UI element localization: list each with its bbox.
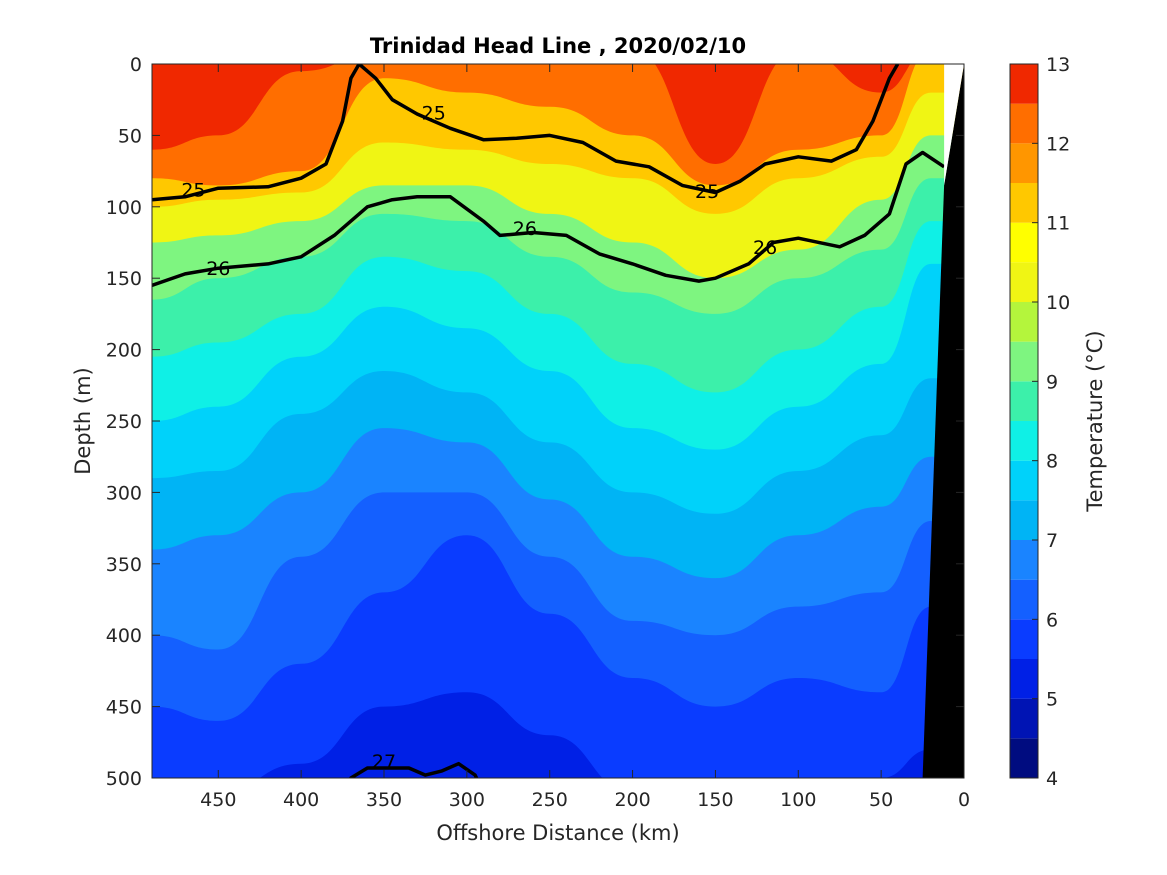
y-tick-label: 500 [106, 768, 142, 790]
contour-label-25: 25 [181, 180, 205, 202]
colorbar-swatch [1010, 659, 1038, 699]
land-mask-layer [922, 64, 964, 778]
land-mask [922, 64, 964, 778]
colorbar-swatch [1010, 500, 1038, 540]
colorbar-swatch [1010, 421, 1038, 461]
y-tick-label: 400 [106, 625, 142, 647]
y-tick-label: 300 [106, 482, 142, 504]
colorbar-tick-label: 5 [1046, 689, 1058, 711]
contour-label-26: 26 [753, 237, 777, 259]
colorbar-swatch [1010, 540, 1038, 580]
y-axis: 0 50 100 150 200 250 300 350 400 450 500 [106, 54, 964, 790]
contour-label-25: 25 [422, 103, 446, 125]
colorbar-swatch [1010, 64, 1038, 104]
colorbar-tick-label: 4 [1046, 768, 1058, 790]
plot-area: 25 25 25 26 26 26 27 [152, 64, 964, 778]
colorbar: 4 5 6 7 8 9 10 11 12 13 [1009, 54, 1070, 790]
band-below-5.5 [152, 535, 964, 778]
x-axis-title: Offshore Distance (km) [436, 821, 679, 845]
x-tick-label: 450 [200, 789, 236, 811]
colorbar-tick-label: 8 [1046, 451, 1058, 473]
y-axis-title: Depth (m) [71, 367, 95, 474]
y-tick-label: 50 [118, 125, 142, 147]
temperature-fill-layer [152, 64, 964, 778]
contour-label-layer: 25 25 25 26 26 26 27 [181, 103, 777, 773]
colorbar-swatch [1010, 262, 1038, 302]
y-tick-label: 350 [106, 554, 142, 576]
x-tick-label: 200 [614, 789, 650, 811]
colorbar-swatch [1010, 698, 1038, 739]
x-tick-label: 50 [869, 789, 893, 811]
y-tick-label: 100 [106, 197, 142, 219]
band-below-5 [152, 692, 964, 778]
x-tick-label: 250 [532, 789, 568, 811]
colorbar-swatch [1010, 183, 1038, 223]
colorbar-tick-label: 11 [1046, 213, 1070, 235]
colorbar-swatch [1010, 341, 1038, 382]
colorbar-swatch [1010, 222, 1038, 263]
x-tick-label: 400 [283, 789, 319, 811]
contour-25 [152, 64, 900, 202]
contour-label-26: 26 [206, 258, 230, 280]
x-tick-label: 100 [780, 789, 816, 811]
contour-label-25: 25 [695, 181, 719, 203]
y-tick-label: 450 [106, 697, 142, 719]
colorbar-tick-label: 13 [1046, 54, 1070, 76]
colorbar-swatch [1010, 381, 1038, 421]
y-tick-label: 0 [130, 54, 142, 76]
x-tick-label: 300 [449, 789, 485, 811]
colorbar-tick-label: 12 [1046, 133, 1070, 155]
y-tick-label: 250 [106, 411, 142, 433]
y-tick-label: 200 [106, 340, 142, 362]
contour-label-27: 27 [372, 751, 396, 773]
colorbar-swatch [1010, 579, 1038, 620]
contour-26 [152, 150, 946, 287]
colorbar-tick-label: 7 [1046, 530, 1058, 552]
x-tick-label: 350 [366, 789, 402, 811]
colorbar-swatch [1010, 619, 1038, 659]
y-tick-label: 150 [106, 268, 142, 290]
colorbar-swatch [1010, 738, 1038, 778]
colorbar-tick-label: 6 [1046, 609, 1058, 631]
colorbar-swatch [1010, 302, 1038, 342]
x-axis: 450 400 350 300 250 200 150 100 50 0 [200, 64, 970, 811]
contour-27 [348, 761, 479, 778]
colorbar-frame [1009, 63, 1039, 779]
x-tick-label: 0 [958, 789, 970, 811]
density-contour-layer [152, 64, 946, 778]
colorbar-swatch [1010, 103, 1038, 144]
colorbar-swatch [1010, 143, 1038, 183]
colorbar-swatch [1010, 460, 1038, 501]
no-data-wedge [944, 64, 964, 186]
colorbar-tick-label: 10 [1046, 292, 1070, 314]
colorbar-tick-label: 9 [1046, 371, 1058, 393]
colorbar-title: Temperature (°C) [1083, 330, 1107, 512]
plot-title: Trinidad Head Line , 2020/02/10 [370, 34, 746, 58]
contour-label-26: 26 [513, 218, 537, 240]
x-tick-label: 150 [697, 789, 733, 811]
